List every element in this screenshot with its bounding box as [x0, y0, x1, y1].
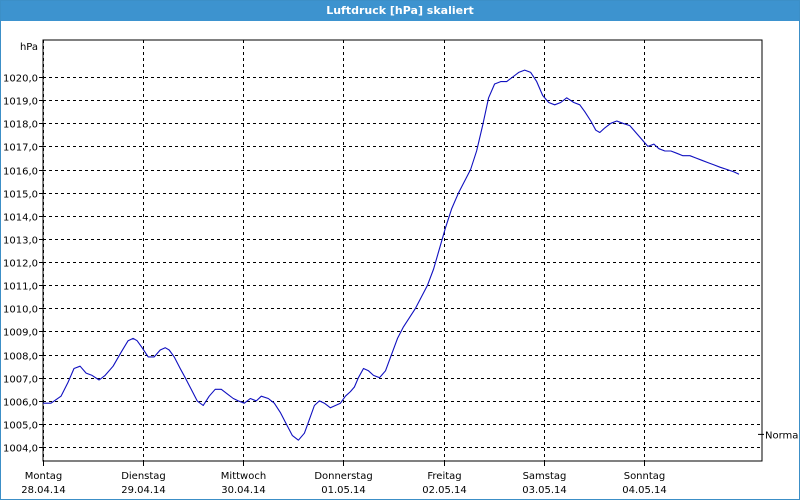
x-tick-label-day: Donnerstag — [314, 471, 372, 482]
x-tick-label-day: Sonntag — [624, 471, 666, 482]
plot-border — [42, 39, 763, 462]
y-tick-label: 1015,0 — [3, 190, 38, 201]
y-tick-label: 1010,0 — [3, 305, 38, 316]
y-tick-label: 1013,0 — [3, 236, 38, 247]
x-tick-label-date: 28.04.14 — [21, 485, 66, 496]
chart-area: 1004,0 1005,0 1006,0 1007,0 1008,0 1009,0 1010… — [3, 39, 799, 496]
x-tick-label-date: 02.05.14 — [422, 485, 467, 496]
y-tick-label: 1006,0 — [3, 398, 38, 409]
plot-frame — [42, 39, 763, 462]
grid-lines — [39, 40, 764, 466]
y-tick-label: 1016,0 — [3, 167, 38, 178]
y-tick-label: 1017,0 — [3, 143, 38, 154]
x-tick-label-day: Mittwoch — [221, 471, 266, 482]
series-lines — [43, 69, 740, 441]
x-tick-label-day: Montag — [25, 471, 62, 482]
y-tick-label: 1014,0 — [3, 213, 38, 224]
x-tick-label-date: 30.04.14 — [221, 485, 266, 496]
y-tick-label: 1018,0 — [3, 120, 38, 131]
x-tick-label-date: 01.05.14 — [321, 485, 366, 496]
y-tick-label: 1008,0 — [3, 352, 38, 363]
y-tick-label: 1011,0 — [3, 282, 38, 293]
x-tick-label-date: 03.05.14 — [522, 485, 567, 496]
normal-reference-label: Normal — [765, 430, 799, 441]
chart-title: Luftdruck [hPa] skaliert — [1, 1, 799, 21]
y-axis-unit-label: hPa — [20, 42, 38, 53]
y-tick-label: 1007,0 — [3, 375, 38, 386]
x-tick-label-day: Dienstag — [121, 471, 166, 482]
x-tick-label-day: Freitag — [427, 471, 461, 482]
x-tick-label-day: Samstag — [523, 471, 567, 482]
x-tick-label-date: 29.04.14 — [121, 485, 166, 496]
y-tick-label: 1020,0 — [3, 74, 38, 85]
x-axis-tick-labels: Montag 28.04.14 Dienstag 29.04.14 Mittwoch 30… — [21, 471, 667, 496]
y-tick-label: 1004,0 — [3, 444, 38, 455]
y-tick-label: 1005,0 — [3, 421, 38, 432]
x-tick-label-date: 04.05.14 — [622, 485, 667, 496]
y-axis-tick-labels: 1004,0 1005,0 1006,0 1007,0 1008,0 1009,0 1010… — [3, 74, 38, 455]
pressure-series-line — [43, 69, 740, 441]
y-tick-label: 1009,0 — [3, 328, 38, 339]
y-tick-label: 1019,0 — [3, 97, 38, 108]
y-tick-label: 1012,0 — [3, 259, 38, 270]
